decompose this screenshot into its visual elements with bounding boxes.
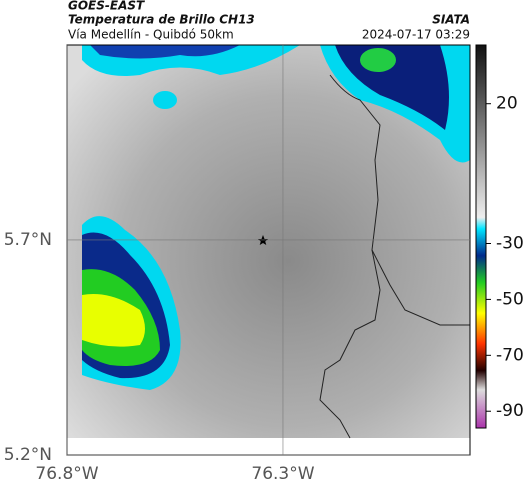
imagery [67, 45, 470, 455]
colorbar-tick-label: -90 [496, 401, 524, 421]
colorbar [475, 44, 487, 429]
colorbar-tick-label: -30 [496, 233, 524, 253]
subtitle: Temperatura de Brillo CH13 [68, 13, 255, 27]
colorbar-tick-label: -50 [496, 289, 524, 309]
x-tick-label: 76.3°W [251, 464, 314, 484]
y-tick-label: 5.2°N [4, 445, 52, 465]
colorbar-tick-label: 20 [496, 94, 518, 114]
source: SIATA [432, 13, 470, 27]
x-tick-label: 76.8°W [35, 464, 98, 484]
y-tick-label: 5.7°N [4, 230, 52, 250]
title: GOES-EAST [68, 0, 145, 13]
route: Vía Medellín - Quibdó 50km [68, 28, 234, 42]
datetime: 2024-07-17 03:29 [362, 28, 470, 42]
colorbar-tick-label: -70 [496, 345, 524, 365]
borders [319, 74, 470, 439]
